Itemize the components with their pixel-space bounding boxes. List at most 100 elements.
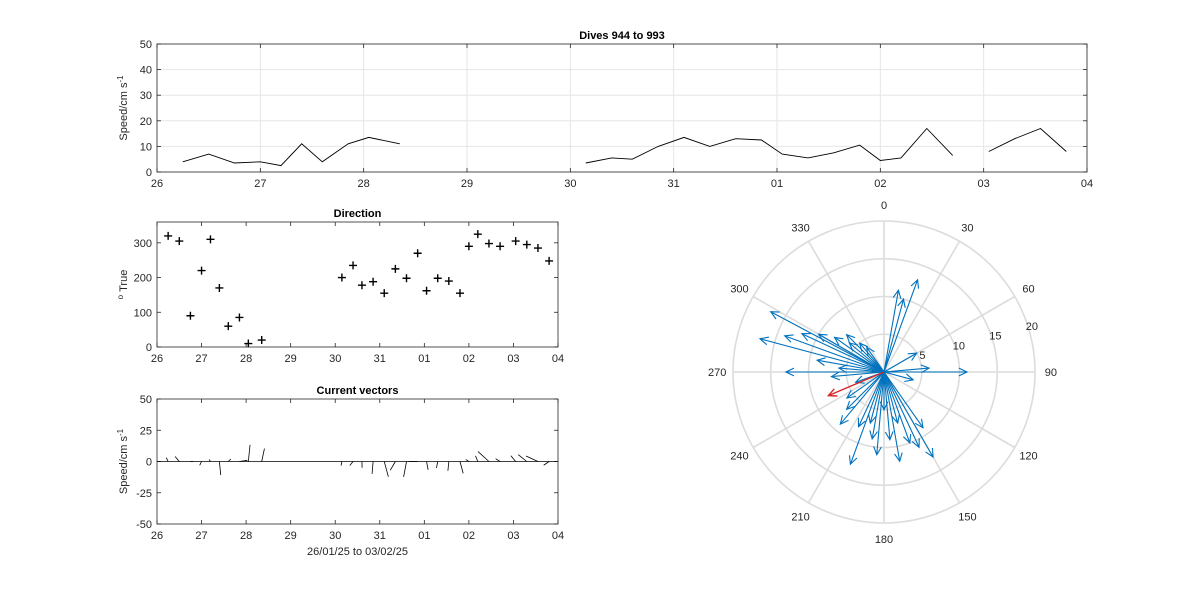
polar-arrow-13 xyxy=(883,371,903,463)
axes-box xyxy=(156,398,559,525)
current-vector-6 xyxy=(218,461,222,476)
polar-arrow-23-head xyxy=(845,389,856,399)
y-axis-label: o True xyxy=(116,270,130,300)
polar-arrow-4-head xyxy=(907,352,918,361)
x-tick-label: 30 xyxy=(564,178,576,190)
polar-arrow-8-shaft xyxy=(883,371,934,458)
polar-arrow-27-head xyxy=(758,336,770,346)
polar-arrow-1 xyxy=(883,278,920,373)
current-vector-21 xyxy=(447,461,450,471)
x-tick-label: 30 xyxy=(329,353,341,365)
current-vector-27 xyxy=(510,455,516,462)
polar-spoke-120 xyxy=(883,371,1016,449)
polar-arrow-30 xyxy=(769,311,885,373)
current-vector-11 xyxy=(340,461,343,466)
polar-arrow-36-shaft xyxy=(816,359,885,373)
direction-point-4 xyxy=(197,266,206,275)
theta-tick-label: 90 xyxy=(1045,367,1057,379)
polar-arrow-26 xyxy=(837,364,885,374)
x-tick-label: 04 xyxy=(1081,178,1093,190)
x-tick-label: 31 xyxy=(374,353,386,365)
plot-area xyxy=(157,222,558,347)
polar-arrow-5-head xyxy=(958,367,969,377)
direction-point-9 xyxy=(244,339,253,348)
polar-arrow-37 xyxy=(817,333,885,373)
y-axis-label-main: Speed/cm s xyxy=(118,436,130,495)
polar-arrow-16-shaft xyxy=(876,371,885,455)
y-tick-label: -50 xyxy=(136,519,152,531)
theta-tick-label: 240 xyxy=(730,450,748,462)
current-vector-20 xyxy=(436,461,439,469)
polar-arrow-13-head xyxy=(894,452,903,463)
polar-compass-panel: 0 30 60 90 120 150 180 210 240 270 300 330 5 10 15 20 xyxy=(708,200,1057,546)
current-vector-29 xyxy=(525,455,539,462)
plot-area xyxy=(157,44,1087,172)
y-tick-label: 25 xyxy=(140,425,152,437)
polar-arrow-29-head xyxy=(800,333,811,342)
polar-arrow-24-head xyxy=(854,375,865,384)
y-tick-label: 0 xyxy=(146,457,152,469)
polar-arrow-1-head xyxy=(910,278,920,289)
direction-point-6 xyxy=(215,283,224,292)
polar-arrow-2 xyxy=(883,288,902,373)
current-vector-2 xyxy=(174,456,180,462)
x-tick-label: 03 xyxy=(507,353,519,365)
x-axis-label: 26/01/25 to 03/02/25 xyxy=(307,546,408,558)
polar-arrow-6 xyxy=(883,364,931,374)
chart-title: Direction xyxy=(334,208,382,220)
polar-spoke-240 xyxy=(752,371,885,449)
polar-arrow-31 xyxy=(833,336,885,373)
x-tick-label: 02 xyxy=(874,178,886,190)
direction-point-2 xyxy=(175,237,184,246)
polar-arrow-7-head xyxy=(904,373,915,383)
chart-title: Current vectors xyxy=(317,385,399,397)
theta-tick-label: 60 xyxy=(1022,284,1034,296)
current-vector-16 xyxy=(389,461,396,471)
current-vector-1 xyxy=(165,457,169,462)
polar-arrow-23 xyxy=(845,371,885,399)
current-vector-30 xyxy=(543,461,550,466)
polar-arrow-11 xyxy=(883,371,912,445)
theta-tick-label: 120 xyxy=(1019,450,1037,462)
polar-arrow-26-shaft xyxy=(838,367,885,373)
polar-arrow-10-head xyxy=(914,418,924,429)
polar-arrow-29-shaft xyxy=(801,333,885,373)
polar-arrow-9 xyxy=(883,371,920,449)
polar-arrow-2-shaft xyxy=(883,290,899,373)
x-tick-label: 02 xyxy=(463,353,475,365)
current-vector-15 xyxy=(383,461,389,477)
theta-tick-label: 0 xyxy=(881,200,887,212)
current-vector-26 xyxy=(495,458,501,462)
polar-arrow-21 xyxy=(839,371,885,426)
direction-point-10 xyxy=(257,336,266,345)
y-tick-label: 0 xyxy=(146,167,152,179)
polar-arrow-35-shaft xyxy=(866,346,885,373)
polar-arrow-4 xyxy=(883,352,918,373)
polar-arrow-12-head xyxy=(891,414,900,425)
x-tick-label: 28 xyxy=(358,178,370,190)
polar-arrow-22-head xyxy=(845,400,856,411)
polar-arrow-31-head xyxy=(833,336,844,346)
current-vector-24 xyxy=(475,455,479,462)
x-tick-label: 31 xyxy=(374,530,386,542)
direction-point-24 xyxy=(473,230,482,239)
polar-arrow-6-shaft xyxy=(883,367,930,373)
y-tick-label: -25 xyxy=(136,488,152,500)
direction-point-3 xyxy=(186,311,195,320)
polar-mean-arrow-shaft xyxy=(828,371,885,397)
polar-arrow-21-head xyxy=(839,415,849,426)
x-tick-label: 26 xyxy=(151,353,163,365)
polar-arrow-28-head xyxy=(783,334,794,343)
theta-tick-label: 210 xyxy=(791,512,809,524)
polar-arrow-36-head xyxy=(815,357,826,366)
polar-arrow-21-shaft xyxy=(839,371,885,425)
y-axis-label-main: True xyxy=(118,270,130,292)
current-vector-17 xyxy=(403,461,407,478)
polar-arrow-3-head xyxy=(897,297,906,309)
y-axis-label-sup: o xyxy=(116,294,125,299)
polar-arrow-9-head xyxy=(911,438,920,449)
y-tick-label: 40 xyxy=(140,65,152,77)
polar-arrow-12-shaft xyxy=(883,371,899,424)
direction-point-11 xyxy=(337,273,346,282)
polar-arrow-29 xyxy=(800,333,885,373)
